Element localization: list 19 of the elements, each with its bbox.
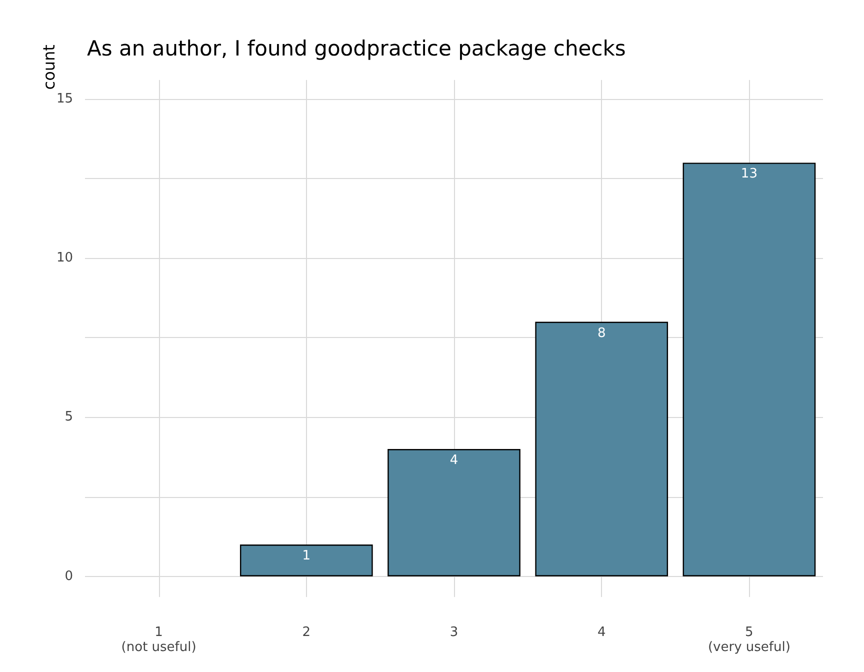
y-axis-title: count [40, 44, 58, 90]
data-label: 4 [450, 453, 458, 468]
chart-title: As an author, I found goodpractice package checks [87, 36, 626, 60]
data-label: 8 [597, 326, 606, 341]
bar [535, 322, 668, 576]
bar [682, 162, 816, 576]
bar [240, 544, 373, 576]
data-label: 1 [302, 548, 311, 564]
x-tick-label: 1 (not useful) [121, 625, 196, 655]
bar [388, 449, 520, 576]
y-tick-label: 15 [56, 92, 73, 107]
y-tick-label: 10 [56, 250, 73, 266]
x-tick-label: 4 [597, 625, 606, 640]
x-tick-label: 5 (very useful) [708, 625, 790, 655]
y-tick-label: 0 [64, 568, 73, 584]
x-tick-label: 3 [450, 625, 458, 640]
data-label: 13 [740, 166, 758, 182]
y-tick-label: 5 [64, 410, 73, 425]
x-tick-label: 2 [302, 625, 311, 640]
